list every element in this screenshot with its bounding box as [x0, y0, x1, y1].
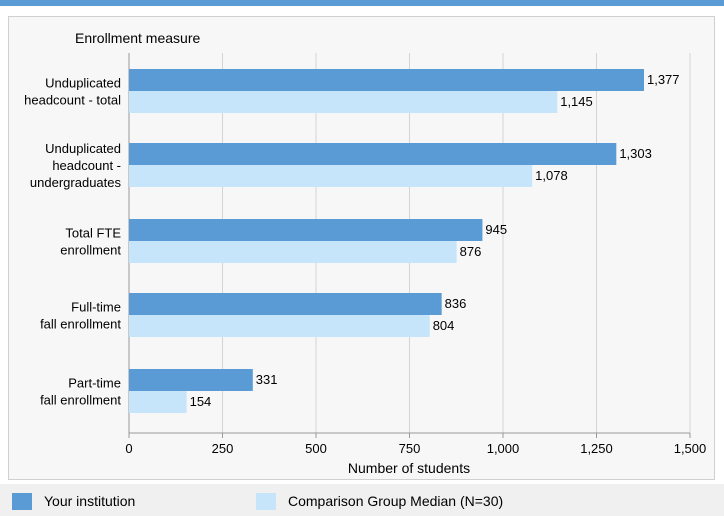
- chart-panel: Enrollment measure 1,377 1,145 1,303 1,078 9…: [8, 16, 715, 480]
- category-label: headcount -: [52, 158, 121, 173]
- data-label: 804: [433, 318, 455, 333]
- data-label: 1,303: [619, 146, 652, 161]
- bar-chart: Enrollment measure 1,377 1,145 1,303 1,078 9…: [24, 30, 706, 476]
- data-label: 876: [460, 244, 482, 259]
- x-tick-label: 750: [399, 441, 421, 456]
- category-label: undergraduates: [30, 175, 122, 190]
- x-tick-label: 0: [125, 441, 132, 456]
- bar-comparison: [129, 391, 187, 413]
- legend-item-institution: Your institution: [12, 492, 135, 510]
- category-label: enrollment: [60, 243, 121, 258]
- category-labels: Unduplicated headcount - total Unduplicate…: [24, 76, 121, 408]
- legend-label-institution: Your institution: [44, 493, 136, 509]
- x-tick-label: 500: [305, 441, 327, 456]
- legend-swatch-comparison: [256, 492, 276, 510]
- bar-institution: [129, 293, 442, 315]
- data-label: 1,145: [560, 94, 593, 109]
- bar-comparison: [129, 315, 430, 337]
- data-label: 154: [190, 394, 212, 409]
- x-tick-label: 1,500: [674, 441, 707, 456]
- category-label: headcount - total: [24, 93, 121, 108]
- top-accent-bar: [0, 0, 724, 6]
- category-label: Total FTE: [65, 226, 121, 241]
- data-label: 945: [485, 222, 507, 237]
- data-label: 1,377: [647, 72, 680, 87]
- bar-institution: [129, 69, 644, 91]
- x-axis-title: Number of students: [348, 460, 470, 476]
- data-label: 1,078: [535, 168, 568, 183]
- category-label: Part-time: [68, 376, 121, 391]
- category-label: Unduplicated: [45, 141, 121, 156]
- legend: Your institution Comparison Group Median…: [0, 484, 724, 516]
- data-label: 331: [256, 372, 278, 387]
- category-label: fall enrollment: [40, 317, 121, 332]
- x-tick-label: 250: [212, 441, 234, 456]
- x-tick-label: 1,250: [580, 441, 613, 456]
- category-label: fall enrollment: [40, 393, 121, 408]
- category-label: Full-time: [71, 300, 121, 315]
- legend-item-comparison: Comparison Group Median (N=30): [256, 492, 503, 510]
- legend-swatch-institution: [12, 492, 32, 510]
- y-axis-title: Enrollment measure: [75, 30, 200, 46]
- bar-comparison: [129, 165, 533, 187]
- x-tick-label: 1,000: [487, 441, 520, 456]
- bar-comparison: [129, 241, 457, 263]
- data-label: 836: [445, 296, 467, 311]
- bar-institution: [129, 369, 253, 391]
- x-axis-ticks: 0 250 500 750 1,000 1,250 1,500: [125, 433, 706, 456]
- bar-institution: [129, 219, 483, 241]
- bar-institution: [129, 143, 617, 165]
- legend-label-comparison: Comparison Group Median (N=30): [288, 493, 504, 509]
- bar-comparison: [129, 91, 558, 113]
- category-label: Unduplicated: [45, 76, 121, 91]
